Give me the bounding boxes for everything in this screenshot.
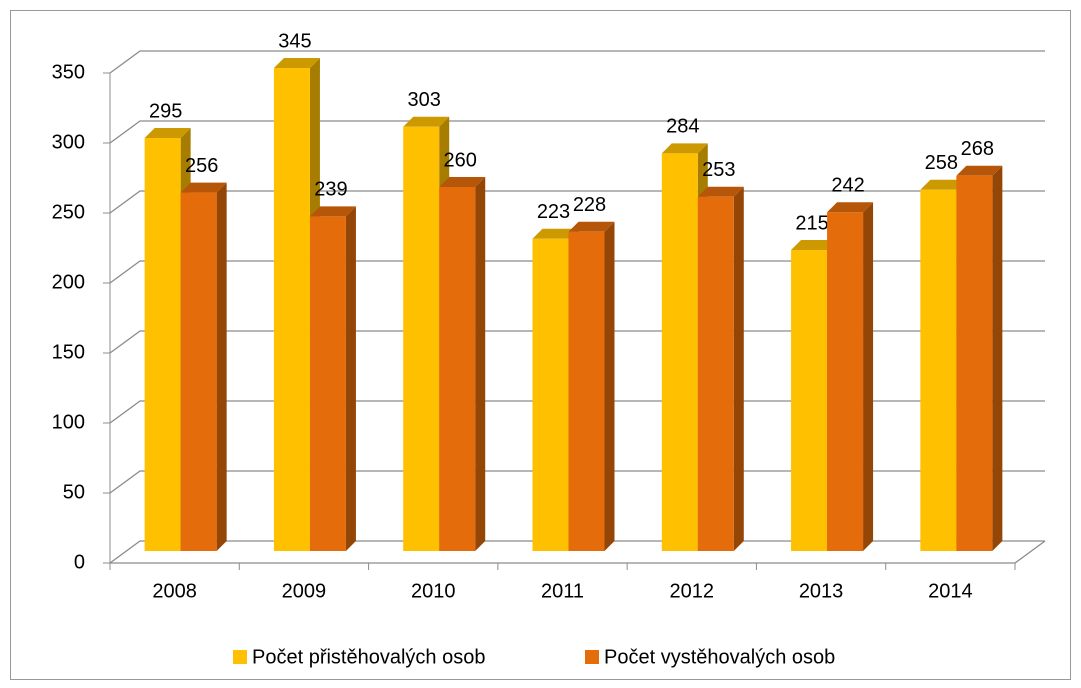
x-tick-label: 2012	[670, 580, 715, 602]
y-tick-label: 200	[52, 271, 85, 293]
bar-top	[273, 58, 320, 68]
legend-label: Počet přistěhovalých osob	[252, 646, 485, 668]
grid-line	[109, 50, 1045, 74]
bar-side	[345, 206, 356, 551]
data-label: 284	[666, 116, 699, 138]
bar	[920, 189, 957, 552]
x-tick-label: 2010	[411, 580, 456, 602]
grid-line	[109, 120, 1045, 144]
bar	[439, 187, 476, 551]
bar-top	[532, 228, 579, 239]
bar-top	[180, 182, 227, 193]
x-tick-label: 2009	[282, 580, 327, 602]
data-label: 239	[314, 179, 347, 201]
bar-side	[475, 177, 486, 551]
bar-top	[439, 177, 486, 187]
bar-side	[863, 202, 874, 551]
y-tick-label: 50	[63, 481, 85, 503]
bar-top	[144, 128, 191, 138]
bar	[403, 126, 440, 552]
data-label: 345	[278, 30, 311, 52]
y-tick-label: 350	[52, 61, 85, 83]
bar	[144, 138, 181, 551]
bar-side	[216, 182, 227, 551]
data-label: 256	[185, 155, 218, 177]
legend-swatch	[233, 650, 247, 664]
bar	[791, 250, 828, 551]
bar	[309, 216, 346, 551]
y-tick-label: 150	[52, 341, 85, 363]
bar-top	[403, 116, 450, 127]
bar	[827, 212, 864, 551]
data-label: 295	[149, 100, 182, 122]
bar-top	[661, 143, 708, 154]
x-tick-label: 2013	[799, 580, 844, 602]
x-tick-label: 2014	[928, 580, 973, 602]
bar-top	[827, 202, 874, 213]
x-tick-label: 2008	[152, 580, 197, 602]
data-label: 242	[831, 174, 864, 196]
y-tick-label: 0	[74, 551, 85, 573]
legend-label: Počet vystěhovalých osob	[604, 646, 835, 668]
bar-top	[697, 186, 744, 197]
bar-top	[791, 240, 838, 250]
bar	[661, 153, 698, 551]
bar	[568, 231, 605, 552]
data-label: 253	[702, 159, 735, 181]
y-tick-label: 250	[52, 201, 85, 223]
bar-side	[992, 165, 1003, 552]
data-label: 303	[408, 89, 441, 111]
data-label: 223	[537, 201, 570, 223]
data-label: 258	[925, 152, 958, 174]
bar-side	[604, 221, 615, 552]
bar	[532, 238, 569, 552]
bar-top	[309, 206, 356, 217]
data-label: 215	[795, 212, 828, 234]
bar-top	[956, 165, 1003, 176]
bar	[273, 68, 310, 551]
x-tick-label: 2011	[541, 580, 584, 602]
data-label: 260	[444, 149, 477, 171]
data-label: 228	[573, 194, 606, 216]
y-tick-label: 100	[52, 411, 85, 433]
bar	[697, 196, 734, 552]
data-label: 268	[961, 138, 994, 160]
y-tick-label: 300	[52, 131, 85, 153]
legend-swatch	[585, 650, 599, 664]
bar-side	[733, 186, 744, 552]
bar	[956, 175, 993, 552]
bar	[180, 192, 217, 551]
bar-top	[920, 179, 967, 190]
bar-top	[568, 221, 615, 232]
